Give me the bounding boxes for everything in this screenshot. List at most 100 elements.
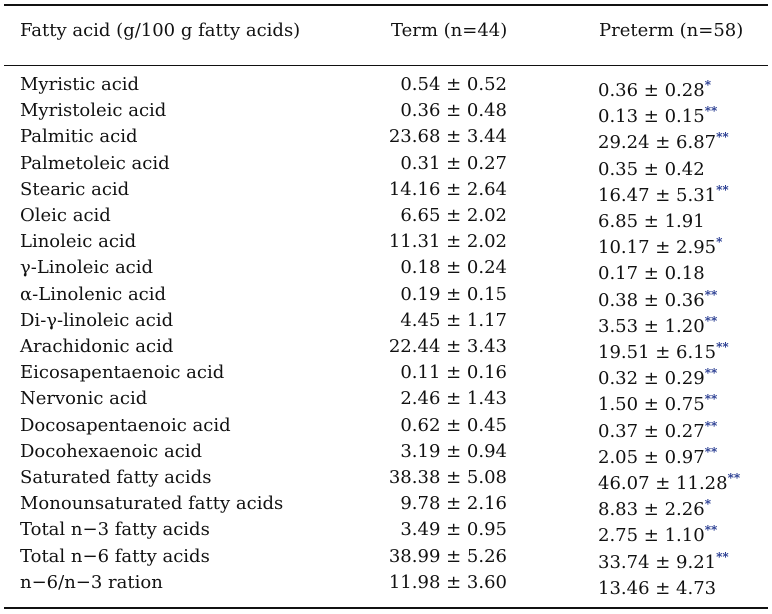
term-value: 0.54 ± 0.52 <box>400 74 507 95</box>
term-value: 22.44 ± 3.43 <box>388 336 507 357</box>
significance-marker: * <box>716 235 723 250</box>
term-value: 3.19 ± 0.94 <box>400 440 507 462</box>
table-row: Palmitic acid 23.68 ± 3.44 29.24 ± 6.87** <box>0 124 772 153</box>
significance-marker: ** <box>704 104 718 119</box>
fatty-acid-name: Myristic acid <box>20 74 140 95</box>
significance-marker: ** <box>704 523 718 538</box>
preterm-cell: 0.35 ± 0.42 <box>598 151 705 183</box>
fatty-acid-name: Palmitic acid <box>20 126 138 148</box>
fatty-acid-name: Arachidonic acid <box>20 336 174 357</box>
preterm-cell: 16.47 ± 5.31** <box>598 177 729 209</box>
fatty-acid-name: Myristoleic acid <box>20 100 167 122</box>
fatty-acid-name: Oleic acid <box>20 205 111 226</box>
significance-marker: ** <box>704 366 718 381</box>
fatty-acid-name: Monounsaturated fatty acids <box>20 493 284 515</box>
preterm-value: 13.46 ± 4.73 <box>598 577 717 599</box>
term-value: 0.18 ± 0.24 <box>400 257 507 279</box>
table-row: Palmetoleic acid 0.31 ± 0.27 0.35 ± 0.42 <box>0 151 772 180</box>
preterm-cell: 0.13 ± 0.15** <box>598 98 717 130</box>
preterm-value: 16.47 ± 5.31 <box>598 184 717 206</box>
preterm-cell: 0.32 ± 0.29** <box>598 360 717 392</box>
fatty-acid-name: Eicosapentaenoic acid <box>20 362 225 384</box>
fatty-acid-name: Linoleic acid <box>20 231 137 253</box>
significance-marker: ** <box>704 444 718 459</box>
table-top-rule <box>4 4 768 6</box>
table-row: Linoleic acid 11.31 ± 2.02 10.17 ± 2.95* <box>0 229 772 258</box>
preterm-cell: 1.50 ± 0.75** <box>598 386 717 418</box>
preterm-cell: 2.05 ± 0.97** <box>598 439 717 471</box>
preterm-cell: 19.51 ± 6.15** <box>598 334 729 366</box>
fatty-acid-name: Docosapentaenoic acid <box>20 414 231 436</box>
fatty-acid-name: n−6/n−3 ration <box>20 571 163 593</box>
fatty-acid-name: Di-γ-linoleic acid <box>20 309 174 331</box>
table-row: Docohexaenoic acid 3.19 ± 0.94 2.05 ± 0.97… <box>0 439 772 468</box>
term-value: 23.68 ± 3.44 <box>388 126 507 148</box>
significance-marker: * <box>704 497 711 512</box>
table-row: Di-γ-linoleic acid 4.45 ± 1.17 3.53 ± 1.20… <box>0 308 772 337</box>
preterm-cell: 0.17 ± 0.18 <box>598 255 705 287</box>
fatty-acid-name: Total n−6 fatty acids <box>20 545 210 567</box>
table-bottom-rule <box>4 607 768 609</box>
significance-marker: ** <box>704 287 718 302</box>
header-preterm: Preterm (n=58) <box>599 20 744 41</box>
table-row: γ-Linoleic acid 0.18 ± 0.24 0.17 ± 0.18 <box>0 255 772 284</box>
table-row: α-Linolenic acid 0.19 ± 0.15 0.38 ± 0.36** <box>0 282 772 311</box>
table-row: n−6/n−3 ration 11.98 ± 3.60 13.46 ± 4.73 <box>0 570 772 599</box>
significance-marker: ** <box>727 471 741 485</box>
preterm-cell: 0.38 ± 0.36** <box>598 282 717 314</box>
term-value: 0.31 ± 0.27 <box>400 152 507 174</box>
fatty-acid-name: Docohexaenoic acid <box>20 440 203 462</box>
preterm-value: 46.07 ± 11.28 <box>598 473 728 494</box>
table-row: Arachidonic acid 22.44 ± 3.43 19.51 ± 6.15… <box>0 334 772 363</box>
preterm-value: 2.05 ± 0.97 <box>598 446 705 468</box>
term-value: 9.78 ± 2.16 <box>400 493 507 515</box>
term-value: 14.16 ± 2.64 <box>388 178 507 200</box>
table-row: Myristic acid 0.54 ± 0.52 0.36 ± 0.28* <box>0 72 772 101</box>
preterm-cell: 0.36 ± 0.28* <box>598 72 711 104</box>
significance-marker: * <box>704 78 711 92</box>
table-row: Total n−3 fatty acids 3.49 ± 0.95 2.75 ± 1… <box>0 517 772 547</box>
table-row: Oleic acid 6.65 ± 2.02 6.85 ± 1.91 <box>0 203 772 232</box>
table-row: Total n−6 fatty acids 38.99 ± 5.26 33.74 ±… <box>0 544 772 573</box>
preterm-value: 6.85 ± 1.91 <box>598 211 705 232</box>
term-value: 6.65 ± 2.02 <box>400 205 507 226</box>
preterm-cell: 6.85 ± 1.91 <box>598 203 705 235</box>
preterm-cell: 8.83 ± 2.26* <box>598 491 711 523</box>
significance-marker: ** <box>716 130 729 145</box>
preterm-cell: 10.17 ± 2.95* <box>598 229 722 261</box>
preterm-cell: 3.53 ± 1.20** <box>598 308 717 340</box>
preterm-cell: 33.74 ± 9.21** <box>598 544 729 576</box>
preterm-value: 0.17 ± 0.18 <box>598 263 705 285</box>
preterm-value: 0.36 ± 0.28 <box>598 80 705 101</box>
preterm-cell: 29.24 ± 6.87** <box>598 124 729 156</box>
preterm-value: 8.83 ± 2.26 <box>598 499 705 521</box>
term-value: 11.98 ± 3.60 <box>388 571 507 593</box>
term-value: 2.46 ± 1.43 <box>400 388 507 410</box>
preterm-value: 0.32 ± 0.29 <box>598 368 705 390</box>
significance-marker: ** <box>716 549 729 564</box>
term-value: 38.99 ± 5.26 <box>388 545 507 567</box>
fatty-acid-name: Palmetoleic acid <box>20 152 170 174</box>
table-row: Myristoleic acid 0.36 ± 0.48 0.13 ± 0.15** <box>0 98 772 127</box>
fatty-acid-name: Total n−3 fatty acids <box>20 519 210 541</box>
preterm-value: 19.51 ± 6.15 <box>598 342 717 363</box>
preterm-value: 2.75 ± 1.10 <box>598 525 705 547</box>
preterm-value: 0.13 ± 0.15 <box>598 106 705 128</box>
fatty-acid-name: Stearic acid <box>20 178 130 200</box>
preterm-value: 33.74 ± 9.21 <box>598 551 717 573</box>
table-row: Saturated fatty acids 38.38 ± 5.08 46.07 ±… <box>0 465 772 494</box>
preterm-value: 10.17 ± 2.95 <box>598 237 717 259</box>
preterm-value: 3.53 ± 1.20 <box>598 315 705 337</box>
preterm-value: 0.37 ± 0.27 <box>598 420 705 442</box>
preterm-value: 0.38 ± 0.36 <box>598 289 705 311</box>
term-value: 11.31 ± 2.02 <box>388 231 507 253</box>
term-value: 0.62 ± 0.45 <box>400 414 507 436</box>
header-term: Term (n=44) <box>391 20 508 41</box>
significance-marker: ** <box>716 182 729 197</box>
preterm-cell: 13.46 ± 4.73 <box>598 570 716 602</box>
term-value: 4.45 ± 1.17 <box>400 309 507 331</box>
table-row: Monounsaturated fatty acids 9.78 ± 2.16 8.… <box>0 491 772 520</box>
term-value: 38.38 ± 5.08 <box>388 467 507 488</box>
significance-marker: ** <box>704 392 718 407</box>
significance-marker: ** <box>716 340 729 354</box>
